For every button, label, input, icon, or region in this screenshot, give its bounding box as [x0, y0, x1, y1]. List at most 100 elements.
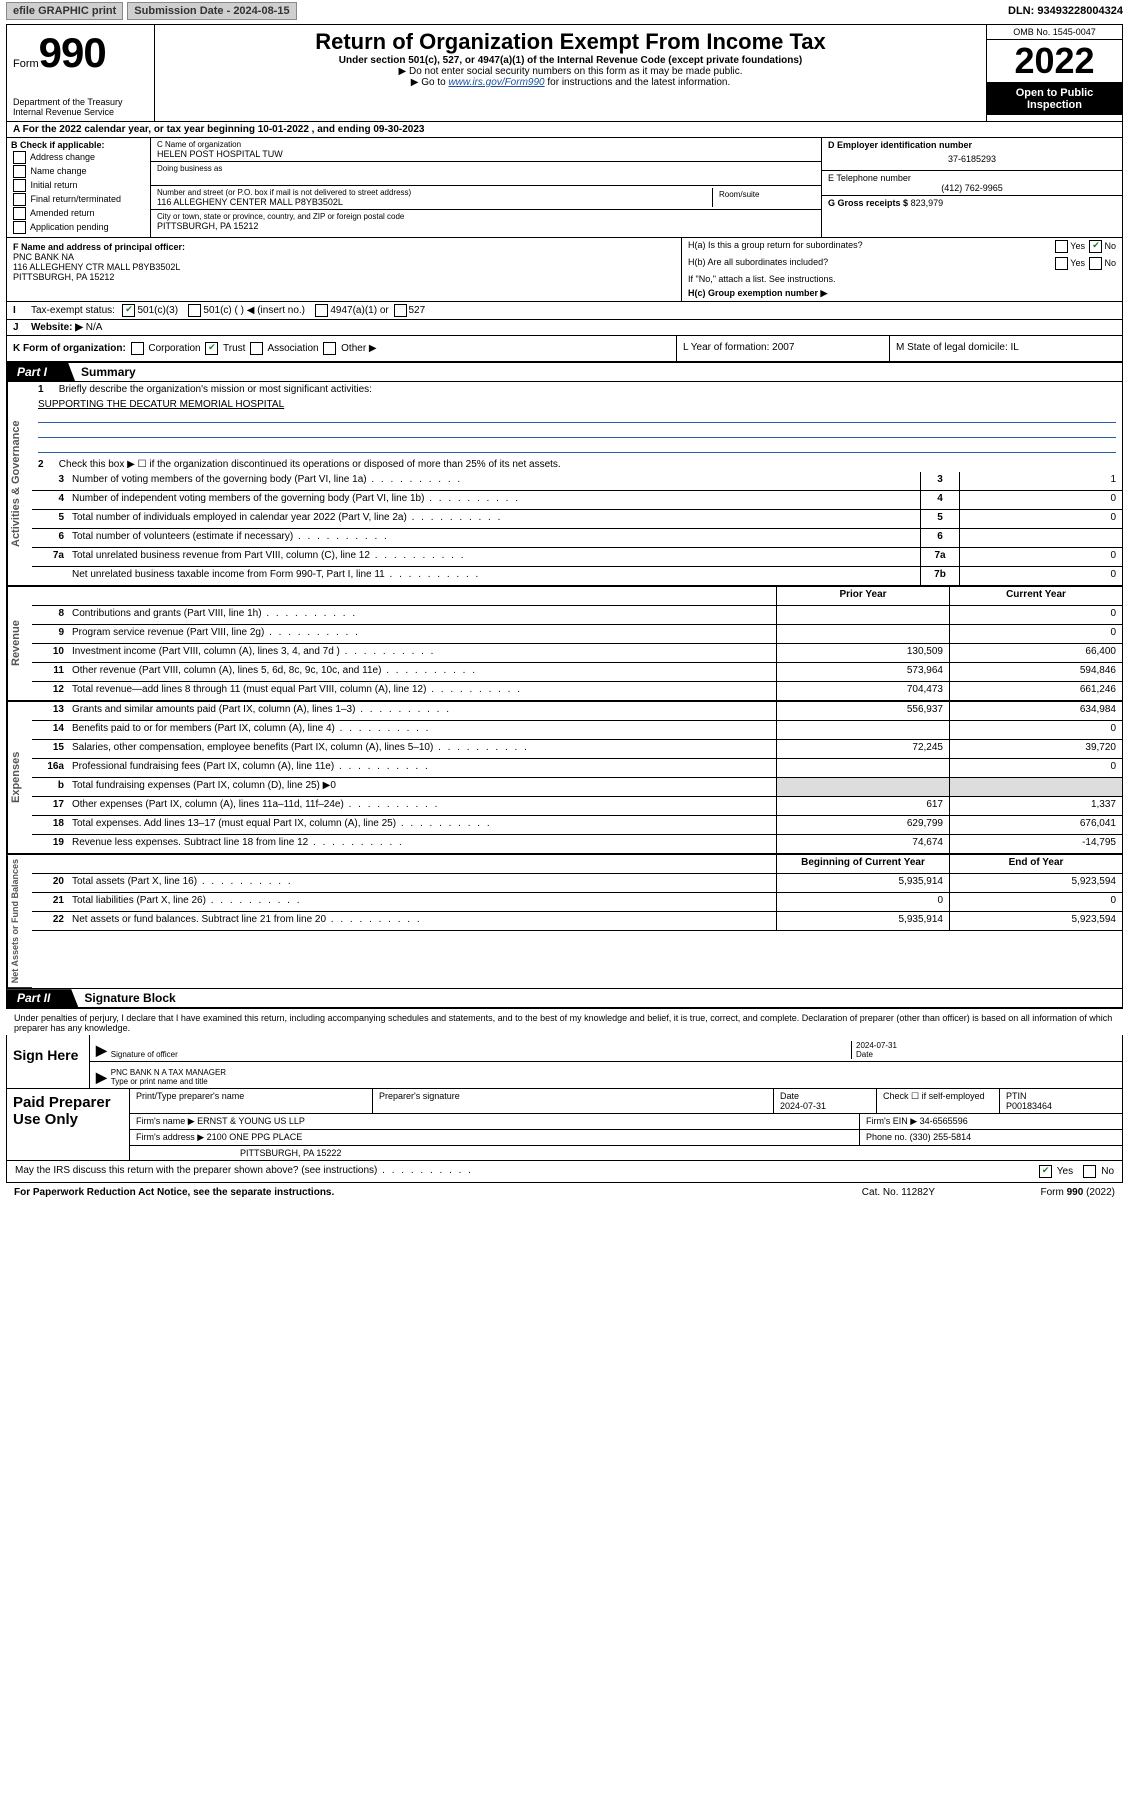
summary-row: 13Grants and similar amounts paid (Part …: [32, 702, 1122, 721]
i-label: Tax-exempt status:: [31, 305, 115, 316]
firm-ein-value: 34-6565596: [920, 1116, 968, 1126]
line2-label: Check this box ▶ ☐ if the organization d…: [59, 459, 561, 470]
summary-row: 14Benefits paid to or for members (Part …: [32, 721, 1122, 740]
line1-label: Briefly describe the organization's miss…: [59, 384, 372, 395]
k-label: K Form of organization:: [13, 343, 126, 354]
cat-no: Cat. No. 11282Y: [862, 1187, 935, 1198]
chk-name-change[interactable]: Name change: [11, 165, 146, 178]
org-name: HELEN POST HOSPITAL TUW: [157, 149, 815, 159]
form-page-ref: Form 990 (2022): [935, 1187, 1115, 1198]
j-value: N/A: [86, 322, 103, 333]
prep-date-value: 2024-07-31: [780, 1101, 870, 1111]
phone-label: E Telephone number: [828, 173, 1116, 183]
sig-date-label: Date: [856, 1050, 1116, 1059]
summary-row: 21Total liabilities (Part X, line 26)00: [32, 893, 1122, 912]
discuss-yes[interactable]: [1039, 1165, 1052, 1178]
officer-name-label: Type or print name and title: [111, 1077, 1116, 1086]
chk-final-return[interactable]: Final return/terminated: [11, 193, 146, 206]
chk-527[interactable]: [394, 304, 407, 317]
f-label: F Name and address of principal officer:: [13, 242, 675, 252]
ein-label: D Employer identification number: [828, 140, 1116, 150]
gross-receipts-label: G Gross receipts $: [828, 198, 908, 208]
form-under: Under section 501(c), 527, or 4947(a)(1)…: [161, 55, 980, 66]
chk-amended-return[interactable]: Amended return: [11, 207, 146, 220]
chk-other[interactable]: [323, 342, 336, 355]
top-bar: efile GRAPHIC print Submission Date - 20…: [0, 0, 1129, 22]
row-j-website: J Website: ▶ N/A: [7, 320, 1122, 336]
j-label: Website: ▶: [31, 322, 83, 333]
officer-addr1: 116 ALLEGHENY CTR MALL P8YB3502L: [13, 262, 675, 272]
l-year-formation: L Year of formation: 2007: [676, 336, 889, 361]
room-suite-label: Room/suite: [713, 188, 815, 207]
net-header: Beginning of Current Year End of Year: [32, 855, 1122, 874]
ha-yes[interactable]: [1055, 240, 1068, 253]
section-net-assets: Net Assets or Fund Balances Beginning of…: [7, 854, 1122, 988]
hb-yes[interactable]: [1055, 257, 1068, 270]
part-ii-title: Signature Block: [78, 991, 175, 1005]
hdr-current-year: Current Year: [949, 587, 1122, 605]
block-entity-info: B Check if applicable: Address change Na…: [7, 138, 1122, 238]
ha-no[interactable]: [1089, 240, 1102, 253]
summary-row: bTotal fundraising expenses (Part IX, co…: [32, 778, 1122, 797]
summary-row: 16aProfessional fundraising fees (Part I…: [32, 759, 1122, 778]
firm-name-label: Firm's name ▶: [136, 1116, 195, 1126]
chk-501c3[interactable]: [122, 304, 135, 317]
chk-application-pending[interactable]: Application pending: [11, 221, 146, 234]
summary-row: 20Total assets (Part X, line 16)5,935,91…: [32, 874, 1122, 893]
section-expenses: Expenses 13Grants and similar amounts pa…: [7, 701, 1122, 854]
chk-501c[interactable]: [188, 304, 201, 317]
c-name-label: C Name of organization: [157, 140, 815, 149]
header-middle: Return of Organization Exempt From Incom…: [155, 25, 986, 121]
ein-value: 37-6185293: [828, 150, 1116, 168]
b-label: B Check if applicable:: [11, 140, 146, 150]
dba-label: Doing business as: [157, 164, 815, 173]
hdr-end-year: End of Year: [949, 855, 1122, 873]
lbl-corp: Corporation: [148, 343, 200, 354]
firm-name-value: ERNST & YOUNG US LLP: [197, 1116, 305, 1126]
vlabel-governance: Activities & Governance: [7, 382, 32, 586]
row-a-tax-year: A For the 2022 calendar year, or tax yea…: [7, 122, 1122, 138]
prep-sig-label: Preparer's signature: [373, 1089, 774, 1113]
part-i-title: Summary: [75, 365, 136, 379]
tax-year: 2022: [987, 40, 1122, 83]
hb-no[interactable]: [1089, 257, 1102, 270]
chk-corp[interactable]: [131, 342, 144, 355]
prep-name-label: Print/Type preparer's name: [130, 1089, 373, 1113]
part-ii-num: Part II: [7, 989, 78, 1007]
summary-row: 9Program service revenue (Part VIII, lin…: [32, 625, 1122, 644]
page-footer: For Paperwork Reduction Act Notice, see …: [6, 1183, 1123, 1202]
summary-row: 8Contributions and grants (Part VIII, li…: [32, 606, 1122, 625]
firm-addr-label: Firm's address ▶: [136, 1132, 204, 1142]
part-ii-header: Part II Signature Block: [7, 988, 1122, 1008]
discuss-no[interactable]: [1083, 1165, 1096, 1178]
chk-trust[interactable]: [205, 342, 218, 355]
col-b-checkboxes: B Check if applicable: Address change Na…: [7, 138, 151, 237]
chk-address-change[interactable]: Address change: [11, 151, 146, 164]
summary-row: 10Investment income (Part VIII, column (…: [32, 644, 1122, 663]
chk-assoc[interactable]: [250, 342, 263, 355]
irs-link[interactable]: www.irs.gov/Form990: [448, 77, 544, 88]
street-label: Number and street (or P.O. box if mail i…: [157, 188, 712, 197]
part-i-num: Part I: [7, 363, 75, 381]
city-value: PITTSBURGH, PA 15212: [157, 221, 815, 231]
header-right: OMB No. 1545-0047 2022 Open to Public In…: [986, 25, 1122, 121]
vlabel-expenses: Expenses: [7, 702, 32, 854]
prep-self-employed: Check ☐ if self-employed: [877, 1089, 1000, 1113]
sig-date-value: 2024-07-31: [856, 1041, 1116, 1050]
col-h-group: H(a) Is this a group return for subordin…: [681, 238, 1122, 301]
chk-initial-return[interactable]: Initial return: [11, 179, 146, 192]
col-f-officer: F Name and address of principal officer:…: [7, 238, 681, 301]
block-f-h: F Name and address of principal officer:…: [7, 238, 1122, 302]
section-revenue: Revenue Prior Year Current Year 8Contrib…: [7, 586, 1122, 701]
col-c-org-info: C Name of organization HELEN POST HOSPIT…: [151, 138, 821, 237]
dln-text: DLN: 93493228004324: [1008, 5, 1123, 17]
firm-phone-label: Phone no.: [866, 1132, 907, 1142]
officer-name: PNC BANK NA: [13, 252, 675, 262]
m-domicile: M State of legal domicile: IL: [889, 336, 1122, 361]
lbl-other: Other ▶: [341, 343, 376, 354]
lbl-527: 527: [409, 305, 426, 316]
chk-4947[interactable]: [315, 304, 328, 317]
form-outer: Form990 Department of the Treasury Inter…: [6, 24, 1123, 1009]
summary-row: 22Net assets or fund balances. Subtract …: [32, 912, 1122, 931]
ptin-label: PTIN: [1006, 1091, 1116, 1101]
